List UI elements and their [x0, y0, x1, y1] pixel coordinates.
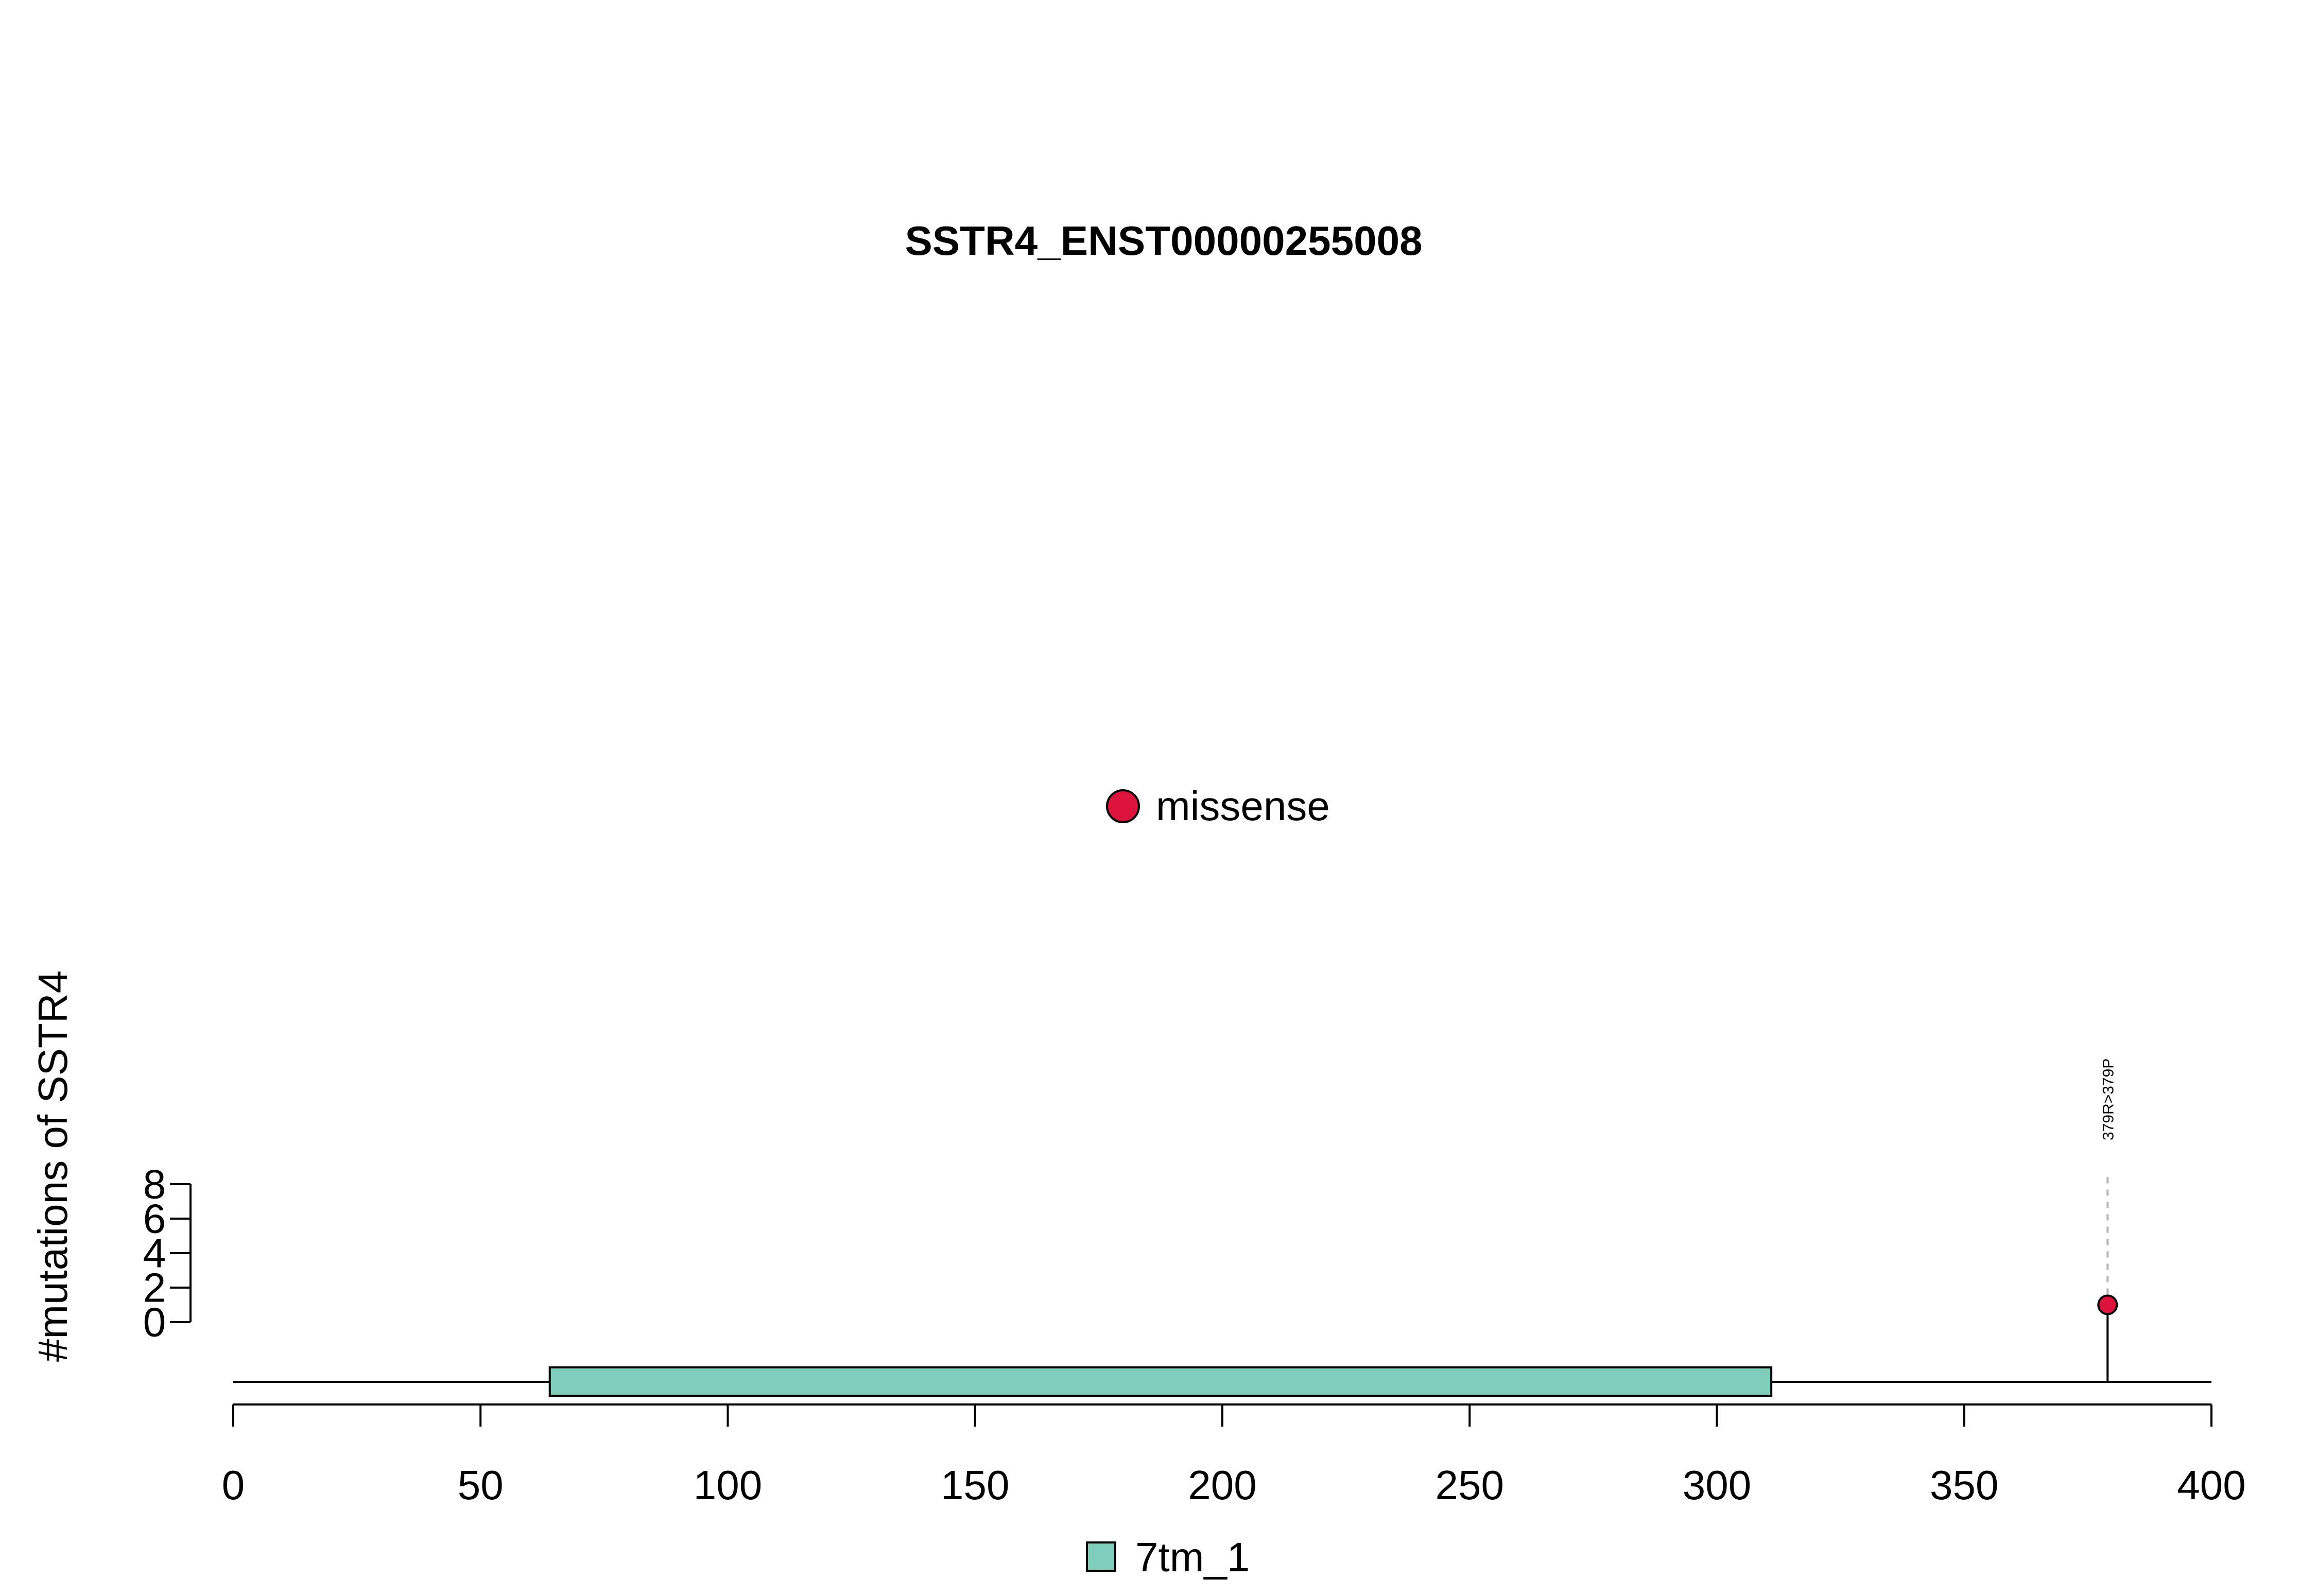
- legend-label-missense: missense: [1156, 783, 1330, 829]
- x-tick-label-50: 50: [458, 1462, 504, 1508]
- x-tick-label-150: 150: [941, 1462, 1009, 1508]
- domain-legend: 7tm_1: [1086, 1534, 1250, 1580]
- legend-swatch-7tm_1: [1086, 1541, 1116, 1572]
- mutation-legend: missense: [1106, 783, 1330, 829]
- y-tick-label-2: 2: [143, 1265, 166, 1311]
- domain-7tm_1: [548, 1366, 1773, 1397]
- x-tick-label-350: 350: [1930, 1462, 1998, 1508]
- x-axis: 0 50 100 150 200 250 300 350 400: [222, 1403, 2246, 1508]
- chart-title: SSTR4_ENST00000255008: [905, 218, 1422, 264]
- x-tick-label-200: 200: [1188, 1462, 1256, 1508]
- y-tick-label-8: 8: [143, 1161, 166, 1207]
- x-tick-label-300: 300: [1683, 1462, 1751, 1508]
- x-tick-label-400: 400: [2177, 1462, 2245, 1508]
- mutation-label-379: 379R>379P: [2100, 1059, 2117, 1140]
- x-tick-label-250: 250: [1436, 1462, 1504, 1508]
- legend-label-7tm_1: 7tm_1: [1135, 1534, 1250, 1580]
- mutation-point-379: [2097, 1294, 2118, 1315]
- y-tick-label-4: 4: [143, 1230, 166, 1276]
- x-tick-label-100: 100: [694, 1462, 762, 1508]
- y-tick-label-0: 0: [143, 1299, 166, 1345]
- y-axis-label: #mutations of SSTR4: [30, 970, 76, 1362]
- domain-layer: [548, 1366, 1773, 1397]
- legend-marker-missense: [1106, 789, 1140, 823]
- mutation-layer: 379R>379P: [2097, 1059, 2118, 1382]
- x-tick-label-0: 0: [222, 1462, 245, 1508]
- y-tick-label-6: 6: [143, 1196, 166, 1242]
